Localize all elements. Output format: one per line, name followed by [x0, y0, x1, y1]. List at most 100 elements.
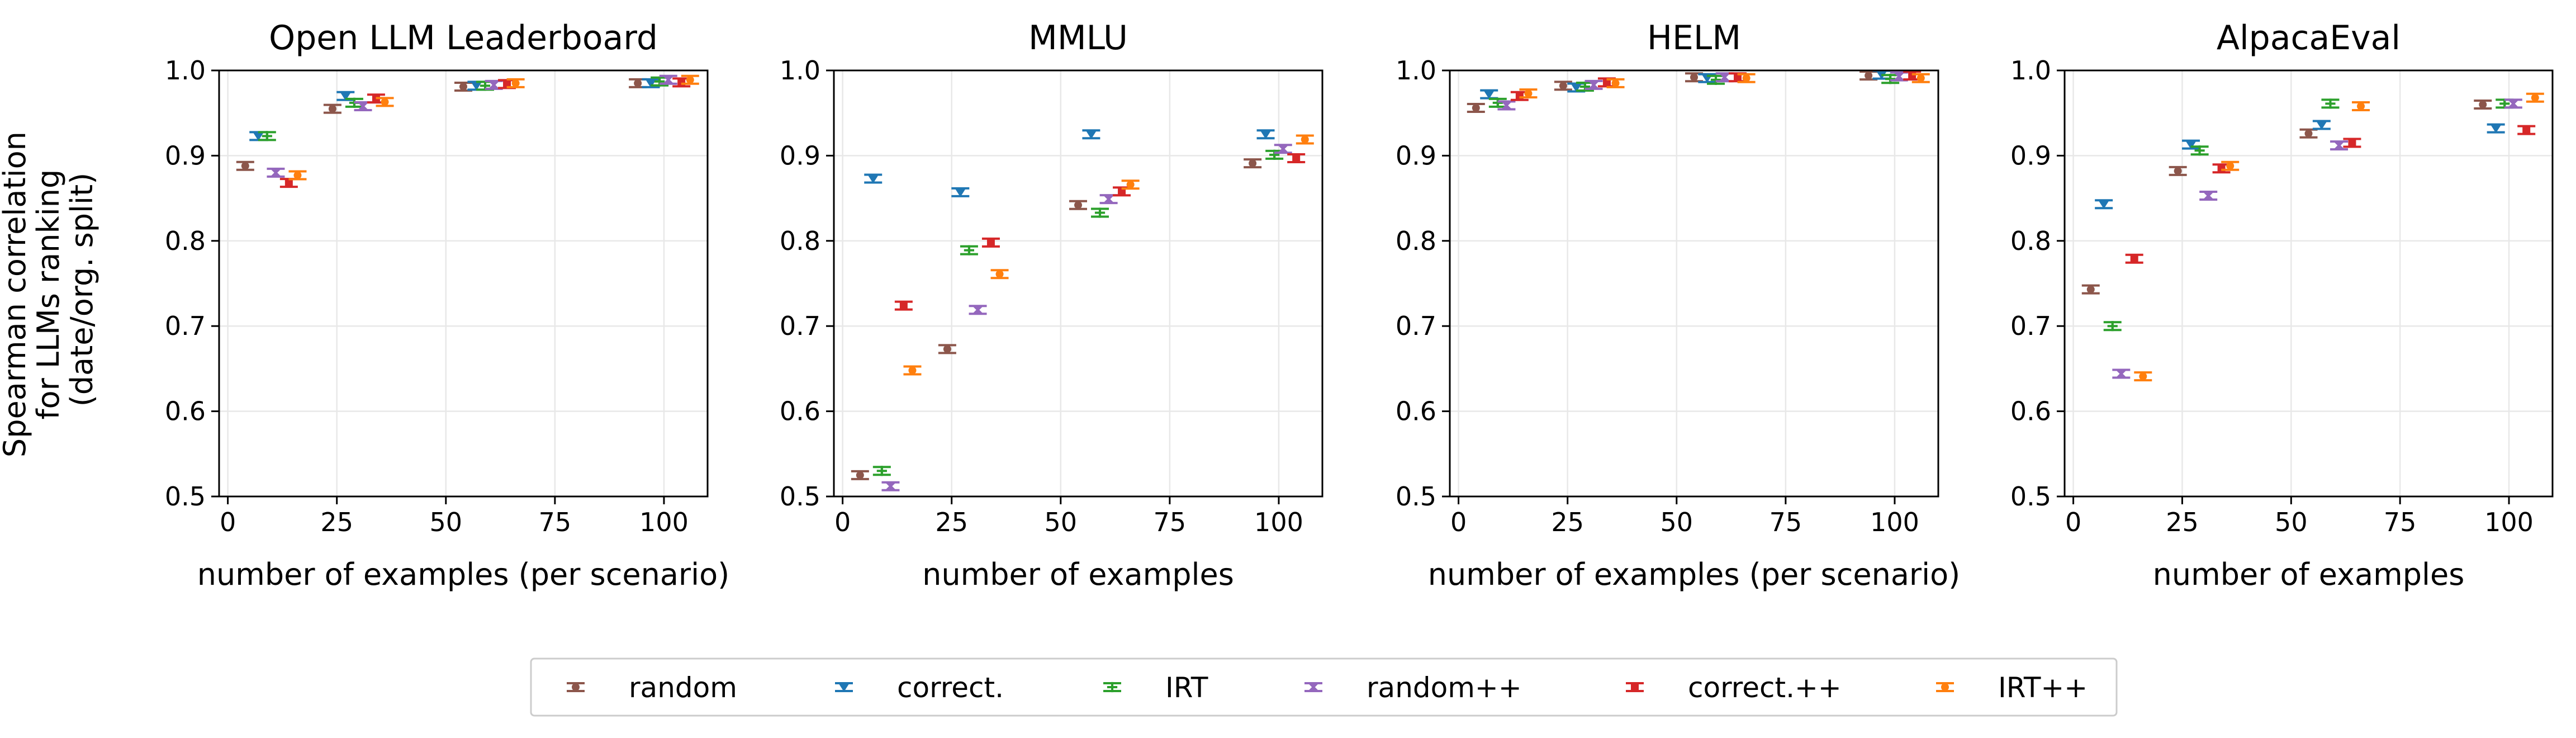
data-point-random-1-marker — [241, 162, 249, 170]
y-tick-label: 0.6 — [165, 396, 206, 427]
data-point-irtpp-4-marker — [1916, 74, 1925, 82]
data-point-randompp-2-marker — [973, 305, 983, 315]
legend-marker-irt — [1103, 682, 1121, 693]
y-tick-label: 0.7 — [2010, 311, 2051, 341]
data-point-irtpp-2-marker — [381, 98, 389, 106]
data-point-irtpp-1-marker — [1524, 89, 1533, 98]
x-tick-label: 25 — [1551, 507, 1584, 537]
panel-title: Open LLM Leaderboard — [269, 18, 658, 58]
x-tick-label: 100 — [1254, 507, 1303, 537]
data-point-irt-4-marker — [1885, 74, 1896, 84]
y-tick-label: 1.0 — [780, 55, 820, 86]
data-point-irt-1-marker — [876, 466, 887, 476]
data-point-irt-4-marker — [1269, 149, 1280, 160]
data-point-correctpp-4 — [1287, 153, 1306, 163]
data-point-correct-4-marker — [2490, 124, 2502, 134]
data-point-randompp-1-marker — [271, 168, 281, 178]
legend-marker-irt-marker — [1107, 682, 1118, 693]
legend-label-randompp: random++ — [1367, 671, 1522, 704]
data-point-randompp-1 — [2112, 368, 2131, 379]
data-point-correct-2-marker — [340, 92, 352, 101]
data-point-random-3-marker — [2304, 129, 2313, 138]
data-point-irtpp-4-marker — [1301, 135, 1309, 144]
data-point-correct-1 — [2095, 199, 2113, 210]
data-point-correct-2 — [951, 187, 970, 197]
data-point-irt-3-marker — [1710, 74, 1721, 85]
legend-label-irtpp: IRT++ — [1998, 671, 2088, 704]
data-point-irt-1 — [1488, 97, 1507, 108]
data-point-random-4-marker — [634, 79, 642, 87]
legend-entry-random: random — [567, 671, 737, 704]
data-point-random-2 — [2169, 165, 2187, 176]
data-point-randompp-3-marker — [1104, 194, 1114, 204]
data-point-random-2 — [323, 103, 341, 114]
data-point-random-1 — [2081, 284, 2100, 295]
chart-panel-2: 0 25 50 75 100 0.5 0.6 0.7 0.8 0.9 1.0 MMLU number o… — [780, 18, 1323, 592]
data-point-correctpp-4-marker — [1292, 154, 1301, 162]
data-point-irtpp-3 — [2352, 101, 2370, 112]
data-point-randompp-3 — [2330, 140, 2349, 151]
y-tick-label: 0.5 — [1396, 481, 1436, 512]
x-tick-label: 50 — [430, 507, 463, 537]
y-tick-label: 0.9 — [2010, 140, 2051, 171]
legend-marker-correct — [835, 682, 853, 692]
y-tick-label: 0.7 — [780, 311, 820, 341]
data-point-correct-3-marker — [471, 82, 482, 91]
data-point-correct-2-marker — [1571, 83, 1582, 92]
data-point-irtpp-2 — [990, 269, 1009, 280]
data-point-randompp-4-marker — [1278, 144, 1288, 154]
x-tick-label: 50 — [2275, 507, 2308, 537]
data-point-irtpp-4 — [1296, 134, 1314, 145]
data-point-irt-3-marker — [2325, 98, 2336, 109]
legend-marker-correctpp-marker — [1631, 683, 1639, 691]
legend-marker-randompp — [1304, 682, 1322, 692]
y-tick-label: 0.6 — [1396, 396, 1436, 427]
data-point-randompp-2 — [2199, 191, 2218, 201]
data-point-correctpp-1 — [2125, 253, 2143, 264]
data-point-irt-3 — [2321, 98, 2340, 109]
data-point-correct-3-marker — [2316, 121, 2327, 130]
legend-label-random: random — [629, 671, 737, 704]
x-tick-label: 0 — [220, 507, 236, 537]
data-point-random-4 — [2474, 99, 2492, 110]
y-tick-label: 1.0 — [1396, 55, 1436, 86]
chart-panel-3: 0 25 50 75 100 0.5 0.6 0.7 0.8 0.9 1.0 HELM number o… — [1396, 18, 1960, 592]
panel-title: AlpacaEval — [2217, 18, 2401, 58]
data-point-irtpp-4 — [1911, 73, 1930, 83]
data-point-random-2-marker — [943, 345, 951, 353]
data-point-irtpp-3-marker — [1126, 181, 1135, 189]
data-point-irt-3 — [1091, 207, 1109, 218]
data-point-random-1-marker — [2086, 285, 2095, 294]
data-point-random-2 — [938, 344, 956, 354]
data-point-randompp-1-marker — [1502, 101, 1511, 110]
data-point-randompp-4-marker — [663, 75, 673, 85]
y-tick-label: 1.0 — [165, 55, 206, 86]
data-point-correctpp-4 — [2517, 125, 2536, 135]
plot-frame — [1449, 69, 1939, 498]
data-point-irtpp-2-marker — [995, 270, 1004, 278]
y-tick-label: 0.8 — [780, 226, 820, 256]
data-point-irtpp-3 — [1737, 73, 1756, 83]
legend-marker-irtpp — [1936, 682, 1954, 692]
legend-box — [530, 657, 2118, 717]
legend-label-correctpp: correct.++ — [1688, 671, 1842, 704]
data-point-irt-1-marker — [1492, 97, 1503, 108]
x-tick-label: 0 — [1450, 507, 1467, 537]
x-tick-label: 0 — [834, 507, 851, 537]
data-point-irtpp-2-marker — [2226, 162, 2235, 170]
data-point-irtpp-3-marker — [1742, 74, 1750, 82]
legend-entry-correctpp: correct.++ — [1626, 671, 1842, 704]
data-point-randompp-2 — [969, 305, 987, 315]
data-point-random-2-marker — [1559, 82, 1567, 90]
data-point-random-3-marker — [1074, 201, 1082, 209]
x-tick-label: 25 — [2166, 507, 2199, 537]
data-point-randompp-2-marker — [358, 101, 368, 111]
data-point-randompp-3-marker — [2334, 140, 2344, 150]
plot-frame — [833, 69, 1323, 498]
y-tick-label: 0.7 — [1396, 311, 1436, 341]
data-point-correct-3 — [1082, 129, 1100, 140]
data-point-randompp-1 — [1497, 100, 1516, 111]
data-point-random-3 — [1069, 200, 1087, 210]
data-point-random-1 — [1467, 103, 1485, 113]
data-point-irt-1 — [258, 131, 276, 141]
